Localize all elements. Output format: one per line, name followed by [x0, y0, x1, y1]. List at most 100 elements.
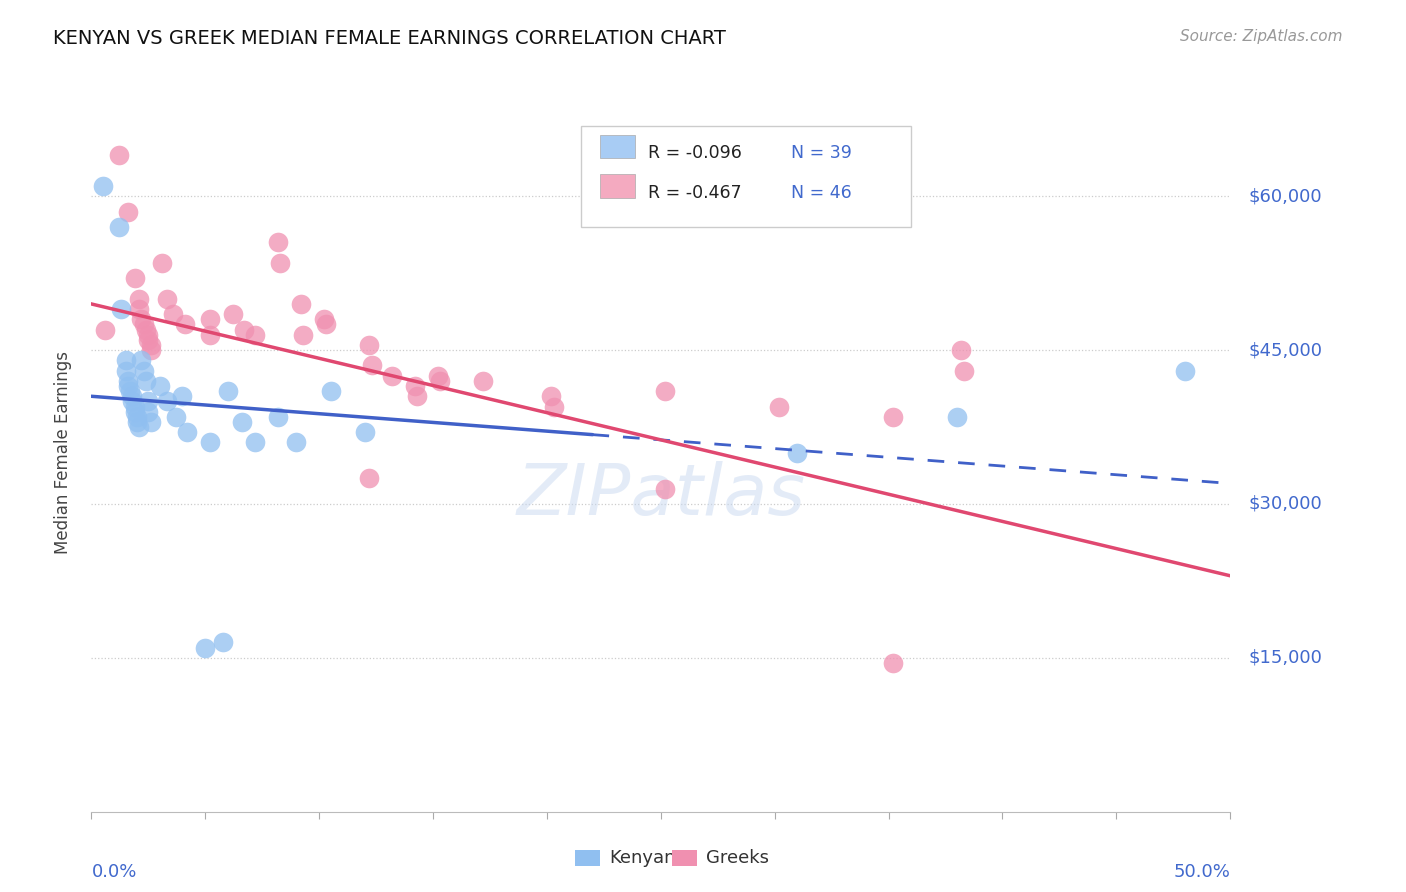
Point	[131, 312, 153, 326]
Point	[114, 364, 136, 378]
FancyBboxPatch shape	[600, 174, 634, 198]
Point	[128, 301, 150, 317]
Point	[135, 322, 157, 336]
Point	[245, 327, 267, 342]
Point	[290, 297, 312, 311]
Text: R = -0.096: R = -0.096	[648, 145, 754, 162]
Point	[231, 415, 253, 429]
Point	[124, 404, 146, 418]
Point	[472, 374, 495, 388]
Point	[138, 404, 160, 418]
Text: KENYAN VS GREEK MEDIAN FEMALE EARNINGS CORRELATION CHART: KENYAN VS GREEK MEDIAN FEMALE EARNINGS C…	[53, 29, 727, 47]
Point	[198, 435, 221, 450]
Point	[139, 338, 162, 352]
Point	[217, 384, 239, 398]
Point	[117, 379, 139, 393]
Point	[125, 415, 148, 429]
Point	[155, 292, 177, 306]
Point	[312, 312, 335, 326]
Point	[381, 368, 404, 383]
Point	[94, 322, 117, 336]
Text: $45,000: $45,000	[1249, 341, 1323, 359]
Text: R = -0.467: R = -0.467	[648, 184, 754, 202]
Point	[139, 343, 162, 357]
Point	[198, 327, 221, 342]
Point	[135, 374, 157, 388]
Point	[120, 384, 142, 398]
Point	[173, 318, 195, 332]
Text: 50.0%: 50.0%	[1174, 863, 1230, 881]
Point	[198, 312, 221, 326]
Point	[176, 425, 198, 439]
Point	[654, 482, 676, 496]
Point	[786, 446, 808, 460]
Point	[406, 389, 429, 403]
Point	[138, 394, 160, 409]
Text: Greeks: Greeks	[706, 849, 769, 867]
Text: Median Female Earnings: Median Female Earnings	[53, 351, 72, 554]
Text: N = 39: N = 39	[790, 145, 852, 162]
Point	[267, 235, 290, 250]
Text: 0.0%: 0.0%	[91, 863, 136, 881]
Point	[121, 389, 143, 403]
Point	[138, 327, 160, 342]
Point	[359, 338, 381, 352]
Point	[269, 256, 291, 270]
Point	[91, 178, 114, 194]
Point	[149, 379, 172, 393]
Point	[315, 318, 337, 332]
Point	[138, 333, 160, 347]
Point	[124, 400, 146, 414]
Point	[359, 471, 381, 485]
Point	[946, 409, 969, 424]
Text: Kenyans: Kenyans	[610, 849, 686, 867]
Point	[124, 271, 146, 285]
Point	[165, 409, 187, 424]
Point	[155, 394, 177, 409]
Text: $15,000: $15,000	[1249, 648, 1323, 667]
FancyBboxPatch shape	[672, 850, 697, 866]
Point	[292, 327, 315, 342]
Point	[540, 389, 562, 403]
Point	[150, 256, 173, 270]
Point	[950, 343, 973, 357]
Point	[882, 656, 904, 670]
Point	[319, 384, 342, 398]
Point	[882, 409, 904, 424]
Point	[654, 384, 676, 398]
Point	[212, 635, 235, 649]
Point	[117, 374, 139, 388]
Text: N = 46: N = 46	[790, 184, 852, 202]
Point	[139, 415, 162, 429]
Point	[107, 219, 129, 234]
Text: $60,000: $60,000	[1249, 187, 1322, 205]
Point	[267, 409, 290, 424]
Point	[110, 301, 132, 317]
Point	[245, 435, 267, 450]
Text: ZIPatlas: ZIPatlas	[516, 461, 806, 530]
Point	[285, 435, 308, 450]
Point	[194, 640, 217, 655]
Point	[404, 379, 426, 393]
Point	[360, 359, 382, 373]
Text: $30,000: $30,000	[1249, 495, 1322, 513]
Point	[132, 318, 155, 332]
FancyBboxPatch shape	[581, 126, 911, 227]
Point	[114, 353, 136, 368]
Point	[426, 368, 449, 383]
Text: Source: ZipAtlas.com: Source: ZipAtlas.com	[1180, 29, 1343, 44]
FancyBboxPatch shape	[575, 850, 600, 866]
Point	[128, 292, 150, 306]
Point	[121, 394, 143, 409]
Point	[233, 322, 256, 336]
Point	[172, 389, 194, 403]
Point	[1174, 364, 1197, 378]
Point	[162, 307, 184, 321]
Point	[353, 425, 375, 439]
Point	[429, 374, 451, 388]
Point	[221, 307, 243, 321]
Point	[117, 204, 139, 219]
FancyBboxPatch shape	[600, 135, 634, 158]
Point	[132, 364, 155, 378]
Point	[125, 409, 148, 424]
